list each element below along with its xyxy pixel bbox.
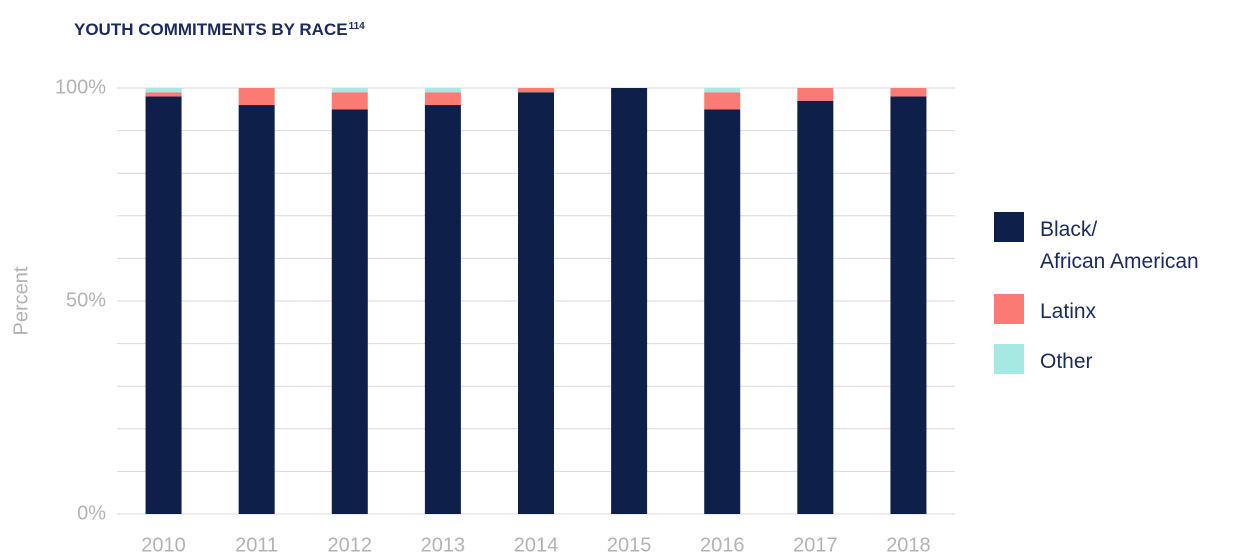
bar-segment <box>704 88 741 93</box>
chart-title: YOUTH COMMITMENTS BY RACE114 <box>74 20 365 40</box>
y-tick-label: 50% <box>66 289 106 311</box>
bar-segment <box>704 109 741 515</box>
bar-segment <box>890 96 927 515</box>
y-axis-label: Percent <box>10 266 32 335</box>
title-footnote: 114 <box>348 21 365 32</box>
bar-segment <box>890 88 927 97</box>
bar-segment <box>424 105 461 514</box>
legend-label: Other <box>1040 350 1093 373</box>
bar-segment <box>145 88 182 93</box>
bar-segment <box>611 88 648 514</box>
bar-segment <box>331 88 368 93</box>
x-tick-label: 2015 <box>607 534 652 556</box>
bar-segment <box>797 88 834 101</box>
y-tick-label: 100% <box>55 76 106 98</box>
legend-label: Latinx <box>1040 300 1097 323</box>
x-tick-label: 2013 <box>421 534 466 556</box>
x-tick-label: 2018 <box>886 534 931 556</box>
legend-swatch <box>994 294 1024 324</box>
x-tick-label: 2012 <box>328 534 373 556</box>
title-text: YOUTH COMMITMENTS BY RACE <box>74 20 348 39</box>
bar-segment <box>331 92 368 110</box>
legend-label: Black/ African American <box>1040 218 1199 273</box>
x-tick-label: 2016 <box>700 534 745 556</box>
bar-segment <box>704 92 741 110</box>
bar-segment <box>331 109 368 515</box>
x-tick-label: 2014 <box>514 534 559 556</box>
x-tick-label: 2017 <box>793 534 838 556</box>
bar-segment <box>797 100 834 514</box>
bar-segment <box>424 92 461 106</box>
y-tick-label: 0% <box>77 502 106 524</box>
bar-segment <box>518 92 554 514</box>
bar-segment <box>424 88 461 93</box>
legend-swatch <box>994 212 1024 242</box>
x-tick-label: 2010 <box>141 534 186 556</box>
bar-segment <box>518 88 554 93</box>
legend-swatch <box>994 344 1024 374</box>
bar-segment <box>238 88 275 106</box>
bar-segment <box>145 92 182 97</box>
bar-segment <box>238 105 275 514</box>
x-tick-label: 2011 <box>235 534 278 556</box>
bar-segment <box>145 96 182 515</box>
